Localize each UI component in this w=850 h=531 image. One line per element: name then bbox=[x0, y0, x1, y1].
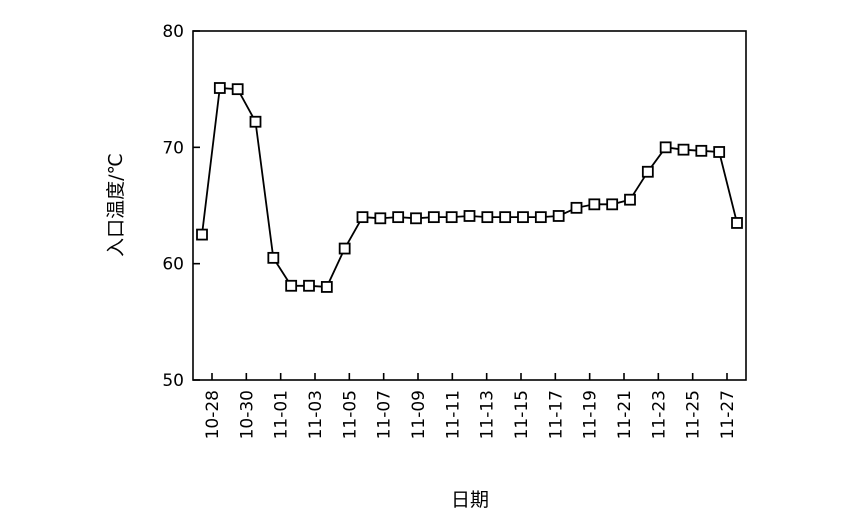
y-axis-title: 入口温度/℃ bbox=[105, 153, 127, 257]
x-tick-label: 11-21 bbox=[615, 390, 635, 439]
y-tick-label: 80 bbox=[162, 22, 184, 42]
data-point-marker bbox=[606, 198, 619, 211]
series-layer bbox=[196, 82, 743, 293]
data-point-marker bbox=[267, 251, 280, 264]
plot-frame bbox=[192, 30, 747, 381]
data-point-marker bbox=[196, 228, 208, 241]
data-point-marker bbox=[463, 210, 476, 222]
y-tick-label: 60 bbox=[162, 255, 184, 275]
data-point-marker bbox=[445, 211, 458, 224]
x-tick-label: 11-15 bbox=[512, 390, 532, 439]
data-point-marker bbox=[588, 198, 601, 211]
data-point-marker bbox=[677, 143, 690, 156]
x-tick-label: 11-13 bbox=[478, 390, 498, 439]
data-point-marker bbox=[392, 211, 405, 224]
x-tick-label: 11-07 bbox=[375, 390, 395, 439]
x-tick-label: 10-30 bbox=[237, 390, 257, 439]
x-tick-label: 11-09 bbox=[409, 390, 429, 439]
x-tick-label: 11-17 bbox=[546, 390, 566, 439]
data-point-marker bbox=[320, 281, 333, 293]
data-point-marker bbox=[713, 146, 726, 158]
data-point-marker bbox=[552, 210, 565, 222]
data-point-marker bbox=[249, 115, 262, 128]
data-point-marker bbox=[659, 141, 672, 154]
x-tick-label: 11-25 bbox=[684, 390, 704, 439]
x-axis-title: 日期 bbox=[451, 489, 489, 511]
data-point-marker bbox=[731, 217, 743, 229]
data-point-marker bbox=[231, 83, 244, 96]
x-tick-label: 10-28 bbox=[203, 390, 223, 439]
data-point-marker bbox=[570, 201, 583, 214]
x-axis: 10-28 10-30 11-01 11-03 11-05 11-07 11-09 11-11… bbox=[203, 373, 738, 439]
data-point-marker bbox=[374, 212, 387, 225]
data-point-marker bbox=[534, 211, 547, 224]
y-tick-label: 70 bbox=[162, 138, 184, 158]
data-point-marker bbox=[517, 211, 529, 224]
data-point-marker bbox=[303, 279, 315, 292]
x-tick-label: 11-23 bbox=[649, 390, 669, 439]
x-tick-label: 11-27 bbox=[718, 390, 738, 439]
data-point-marker bbox=[695, 144, 708, 157]
x-tick-label: 11-11 bbox=[443, 390, 463, 439]
data-point-marker bbox=[410, 212, 422, 225]
data-point-marker bbox=[285, 279, 298, 292]
y-tick-label: 50 bbox=[162, 371, 184, 391]
data-point-marker bbox=[624, 193, 636, 206]
x-tick-label: 11-01 bbox=[272, 390, 292, 439]
data-point-marker bbox=[641, 165, 654, 178]
data-point-marker bbox=[481, 211, 494, 224]
data-point-marker bbox=[213, 82, 226, 94]
data-point-marker bbox=[427, 211, 440, 224]
data-point-marker bbox=[356, 211, 369, 224]
x-tick-label: 11-03 bbox=[306, 390, 326, 439]
series-line bbox=[201, 87, 738, 288]
data-point-marker bbox=[499, 211, 512, 224]
x-tick-label: 11-05 bbox=[340, 390, 360, 439]
x-tick-label: 11-19 bbox=[581, 390, 601, 439]
y-axis: 50 60 70 80 bbox=[162, 22, 200, 391]
data-point-marker bbox=[338, 242, 351, 255]
